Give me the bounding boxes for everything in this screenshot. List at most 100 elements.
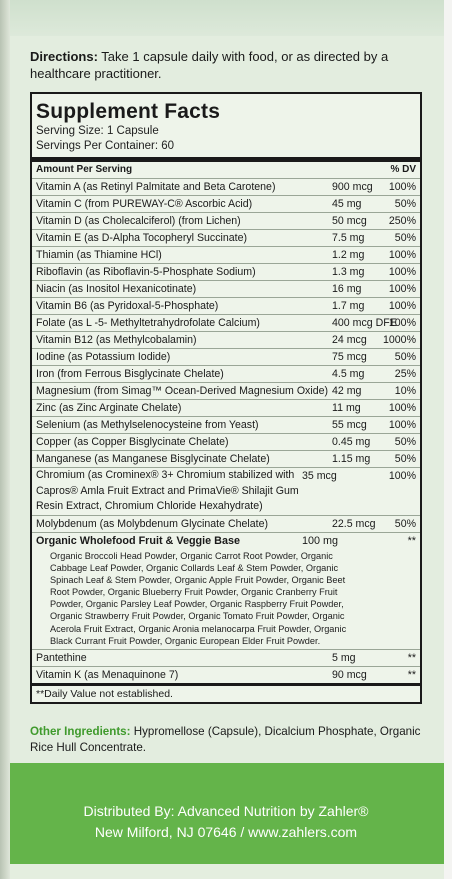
nutrient-name: Iron (from Ferrous Bisglycinate Chelate) <box>36 368 224 380</box>
wholefood-blend: Organic Wholefood Fruit & Veggie Base 10… <box>32 533 420 650</box>
wholefood-title-row: Organic Wholefood Fruit & Veggie Base 10… <box>36 535 416 550</box>
nutrient-row: Riboflavin (as Riboflavin-5-Phosphate So… <box>32 264 420 281</box>
nutrient-name: Niacin (as Inositol Hexanicotinate) <box>36 283 197 295</box>
amount-per-serving-label: Amount Per Serving <box>36 164 133 175</box>
nutrient-row: Vitamin B12 (as Methylcobalamin) 24 mcg 10… <box>32 332 420 349</box>
nutrient-amount: 45 mg <box>332 198 362 210</box>
nutrient-dv: 100% <box>388 317 416 329</box>
nutrient-name: Magnesium (from Simag™ Ocean-Derived Mag… <box>36 385 329 397</box>
wholefood-title: Organic Wholefood Fruit & Veggie Base <box>36 535 240 547</box>
nutrient-row: Iodine (as Potassium Iodide) 75 mcg 50% <box>32 349 420 366</box>
nutrient-row: Selenium (as Methylselenocysteine from Y… <box>32 417 420 434</box>
nutrient-amount: 900 mcg <box>332 181 373 193</box>
box-right-edge <box>444 0 452 879</box>
servings-per-container: Servings Per Container: 60 <box>36 140 175 152</box>
nutrient-dv: 100% <box>388 300 416 312</box>
nutrient-row: Vitamin B6 (as Pyridoxal-5-Phosphate) 1.7… <box>32 298 420 315</box>
nutrient-row: Vitamin C (from PUREWAY-C® Ascorbic Acid… <box>32 196 420 213</box>
nutrient-row: Iron (from Ferrous Bisglycinate Chelate)… <box>32 366 420 383</box>
nutrient-row: Vitamin A (as Retinyl Palmitate and Beta… <box>32 179 420 196</box>
nutrient-name: Vitamin B6 (as Pyridoxal-5-Phosphate) <box>36 300 219 312</box>
nutrient-dv: 100% <box>388 402 416 414</box>
nutrient-row: Copper (as Copper Bisglycinate Chelate) 0… <box>32 434 420 451</box>
nutrient-amount: 1.2 mg <box>332 249 365 261</box>
nutrient-name: Zinc (as Zinc Arginate Chelate) <box>36 402 182 414</box>
top-band <box>10 0 444 36</box>
nutrient-row-molybdenum: Molybdenum (as Molybdenum Glycinate Chel… <box>32 516 420 533</box>
nutrient-name: Riboflavin (as Riboflavin-5-Phosphate So… <box>36 266 256 278</box>
nutrient-amount: 11 mg <box>332 402 361 414</box>
nutrient-row: Folate (as L -5- Methyltetrahydrofolate … <box>32 315 420 332</box>
nutrient-row: Thiamin (as Thiamine HCl) 1.2 mg 100% <box>32 247 420 264</box>
nutrient-name: Copper (as Copper Bisglycinate Chelate) <box>36 436 229 448</box>
dv-footnote: **Daily Value not established. <box>36 687 173 700</box>
nutrient-dv: 50% <box>394 453 416 465</box>
nutrient-amount: 16 mg <box>332 283 362 295</box>
nutrient-dv: 100% <box>388 419 416 431</box>
nutrient-name: Molybdenum (as Molybdenum Glycinate Chel… <box>36 518 268 530</box>
thick-divider <box>32 157 420 162</box>
nutrient-amount: 50 mcg <box>332 215 367 227</box>
nutrient-row-vitamin-k: Vitamin K (as Menaquinone 7) 90 mcg ** <box>32 667 420 686</box>
nutrient-dv: 10% <box>394 385 416 397</box>
nutrient-row: Vitamin D (as Cholecalciferol) (from Lic… <box>32 213 420 230</box>
nutrient-name: Pantethine <box>36 651 87 664</box>
nutrient-amount: 42 mg <box>332 385 362 397</box>
nutrient-name: Iodine (as Potassium Iodide) <box>36 351 171 363</box>
nutrient-amount: 90 mcg <box>332 668 367 681</box>
nutrient-row-pantethine: Pantethine 5 mg ** <box>32 650 420 667</box>
distributor-line1: Distributed By: Advanced Nutrition by Za… <box>83 803 369 819</box>
bottom-strip <box>10 864 444 879</box>
facts-title: Supplement Facts <box>36 100 221 123</box>
nutrient-name: Vitamin A (as Retinyl Palmitate and Beta… <box>36 181 276 193</box>
nutrient-dv: 50% <box>394 198 416 210</box>
wholefood-dv: ** <box>407 535 416 547</box>
nutrient-dv: 50% <box>394 518 416 530</box>
directions-label: Directions: <box>30 49 98 64</box>
nutrient-amount: 5 mg <box>332 651 356 664</box>
nutrient-amount: 7.5 mg <box>332 232 365 244</box>
wholefood-amount: 100 mg <box>302 535 339 547</box>
nutrient-dv: 100% <box>388 249 416 261</box>
nutrient-dv: 100% <box>388 470 416 482</box>
nutrient-amount: 400 mcg DFE <box>332 317 397 329</box>
other-ingredients-text: Hypromellose (Capsule), Dicalcium Phosph… <box>30 725 421 754</box>
directions: Directions: Take 1 capsule daily with fo… <box>30 48 430 82</box>
nutrient-name: Folate (as L -5- Methyltetrahydrofolate … <box>36 317 260 329</box>
nutrient-dv: 50% <box>394 232 416 244</box>
nutrient-name: Chromium (as Crominex® 3+ Chromium stabi… <box>36 469 299 512</box>
directions-text: Take 1 capsule daily with food, or as di… <box>30 49 389 81</box>
wholefood-ingredients: Organic Broccoli Head Powder, Organic Ca… <box>50 551 347 646</box>
nutrient-row: Niacin (as Inositol Hexanicotinate) 16 mg… <box>32 281 420 298</box>
nutrient-amount: 55 mcg <box>332 419 367 431</box>
nutrient-name: Vitamin C (from PUREWAY-C® Ascorbic Acid… <box>36 198 253 210</box>
nutrient-dv: 250% <box>388 215 416 227</box>
brand-band <box>10 763 444 879</box>
nutrient-dv: 50% <box>394 351 416 363</box>
nutrient-name: Vitamin K (as Menaquinone 7) <box>36 668 179 681</box>
nutrient-row: Magnesium (from Simag™ Ocean-Derived Mag… <box>32 383 420 400</box>
other-ingredients-label: Other Ingredients: <box>30 725 131 738</box>
nutrient-amount: 1.3 mg <box>332 266 365 278</box>
nutrient-row-chromium: Chromium (as Crominex® 3+ Chromium stabi… <box>32 468 420 516</box>
nutrient-row: Manganese (as Manganese Bisglycinate Che… <box>32 451 420 468</box>
nutrient-dv: 100% <box>388 283 416 295</box>
nutrient-row: Zinc (as Zinc Arginate Chelate) 11 mg 100% <box>32 400 420 417</box>
nutrient-dv: 1000% <box>383 334 416 346</box>
nutrient-row: Vitamin E (as D-Alpha Tocopheryl Succina… <box>32 230 420 247</box>
nutrient-dv: 25% <box>394 368 416 380</box>
nutrient-dv: ** <box>407 668 416 681</box>
nutrient-rows: Vitamin A (as Retinyl Palmitate and Beta… <box>32 179 420 468</box>
nutrient-name: Selenium (as Methylselenocysteine from Y… <box>36 419 259 431</box>
nutrient-amount: 4.5 mg <box>332 368 365 380</box>
nutrient-name: Thiamin (as Thiamine HCl) <box>36 249 162 261</box>
nutrient-amount: 22.5 mcg <box>332 518 376 530</box>
other-ingredients: Other Ingredients: Hypromellose (Capsule… <box>30 724 430 756</box>
nutrient-dv: 50% <box>394 436 416 448</box>
nutrient-name: Vitamin E (as D-Alpha Tocopheryl Succina… <box>36 232 247 244</box>
distributor-line2: New Milford, NJ 07646 / www.zahlers.com <box>94 824 358 840</box>
serving-size: Serving Size: 1 Capsule <box>36 125 159 137</box>
nutrient-name: Vitamin B12 (as Methylcobalamin) <box>36 334 197 346</box>
box-left-edge <box>0 0 10 879</box>
nutrient-amount: 0.45 mg <box>332 436 371 448</box>
